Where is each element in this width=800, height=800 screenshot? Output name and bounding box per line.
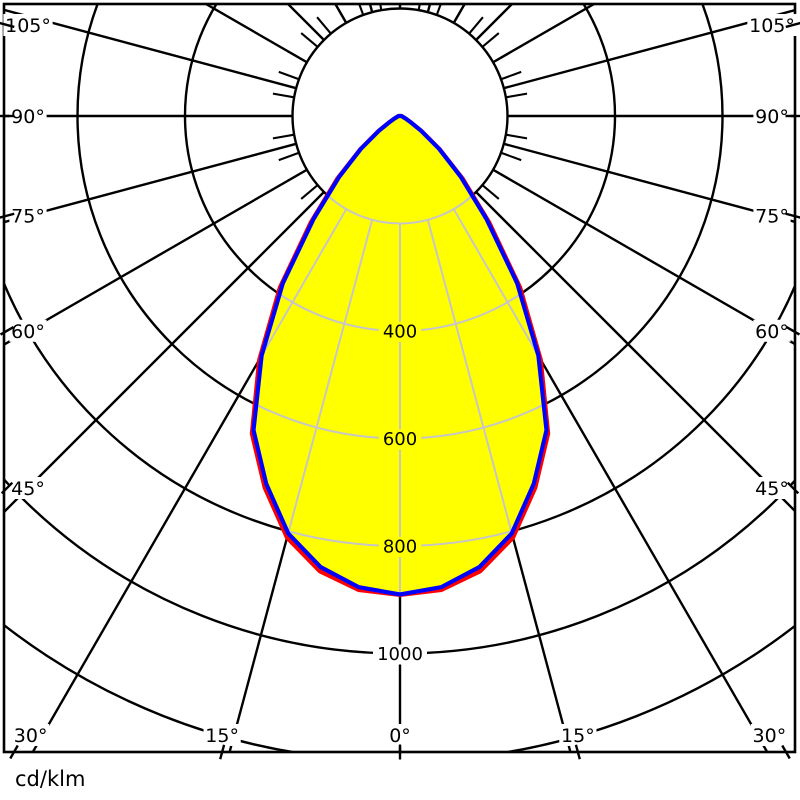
- angle-label-box: [387, 724, 413, 746]
- circle-tick: [505, 92, 528, 99]
- border-tick: [785, 21, 800, 29]
- circle-tick: [278, 70, 300, 81]
- angle-label: 0°: [389, 725, 411, 747]
- angle-ray: [475, 191, 795, 513]
- angle-label-box: [9, 319, 47, 342]
- angle-label-box: [3, 14, 53, 36]
- circle-tick: [500, 70, 522, 81]
- angle-label-box: [9, 204, 47, 227]
- angle-label-box: [750, 724, 788, 746]
- angle-label: 60°: [11, 321, 45, 343]
- circle-tick: [278, 151, 300, 162]
- circle-tick: [300, 184, 319, 200]
- angle-label: 15°: [561, 725, 595, 747]
- border-tick: [785, 212, 800, 219]
- border-tick: [574, 744, 581, 760]
- circle-tick: [272, 92, 295, 99]
- angle-label: 105°: [749, 15, 795, 37]
- circle-tick: [468, 16, 484, 35]
- angle-label: 105°: [5, 15, 51, 37]
- angle-ray: [368, 4, 374, 13]
- ring-label-box: [378, 429, 422, 450]
- angle-label: 90°: [755, 106, 789, 128]
- angle-ray: [426, 4, 432, 13]
- circle-tick: [272, 133, 295, 140]
- ring-label-box: [378, 322, 422, 342]
- angle-label: 30°: [753, 725, 787, 747]
- angle-label-box: [12, 724, 50, 746]
- unit-label: cd/klm: [15, 767, 85, 791]
- border-tick: [781, 744, 791, 760]
- angle-label-box: [9, 105, 47, 127]
- angle-label: 45°: [11, 478, 45, 500]
- ring-value-label: 400: [383, 322, 417, 343]
- angle-ray: [4, 168, 308, 347]
- angle-label: 75°: [11, 206, 45, 228]
- circle-tick: [435, 4, 442, 16]
- border-tick: [9, 744, 19, 760]
- angle-ray: [4, 8, 297, 90]
- angle-label: 45°: [755, 478, 789, 500]
- inner-ray: [503, 142, 547, 319]
- border-tick: [786, 481, 800, 495]
- circle-tick: [505, 133, 528, 140]
- ring-label-box: [373, 644, 427, 665]
- border-tick: [0, 212, 15, 219]
- angle-label-box: [753, 319, 791, 342]
- angle-label-box: [747, 14, 797, 36]
- ring-value-label: 1000: [377, 644, 423, 665]
- ring-label-box: [378, 537, 422, 557]
- circle-tick: [379, 4, 383, 11]
- angle-ray: [503, 142, 795, 224]
- border-tick: [219, 744, 226, 760]
- angle-label: 15°: [205, 725, 239, 747]
- border-tick: [0, 325, 15, 336]
- angle-label-box: [203, 724, 241, 746]
- circle-tick: [481, 32, 500, 48]
- ring-value-label: 600: [383, 429, 417, 450]
- border-tick: [785, 325, 800, 336]
- angle-label: 75°: [755, 206, 789, 228]
- border-tick: [0, 21, 15, 29]
- circle-tick: [358, 4, 365, 16]
- inner-ray: [452, 208, 547, 595]
- angle-label-box: [559, 724, 597, 746]
- angle-ray: [4, 191, 325, 514]
- border-tick: [0, 481, 14, 495]
- ring-value-label: 800: [383, 537, 417, 558]
- angle-label-box: [9, 477, 47, 499]
- inner-ray: [253, 208, 348, 595]
- angle-ray: [503, 8, 795, 90]
- inner-ray: [253, 142, 297, 319]
- angle-label-box: [753, 477, 791, 499]
- angle-label-box: [753, 204, 791, 227]
- angle-ray: [492, 168, 795, 346]
- angle-label: 90°: [11, 106, 45, 128]
- circle-tick: [481, 184, 500, 200]
- angle-label-box: [753, 105, 791, 127]
- circle-tick: [417, 4, 421, 11]
- circle-tick: [316, 16, 332, 35]
- angle-label: 30°: [14, 725, 48, 747]
- circle-tick: [300, 32, 319, 48]
- angle-ray: [4, 142, 297, 224]
- circle-tick: [500, 151, 522, 162]
- angle-label: 60°: [755, 321, 789, 343]
- curve-c0-c180: [251, 113, 549, 597]
